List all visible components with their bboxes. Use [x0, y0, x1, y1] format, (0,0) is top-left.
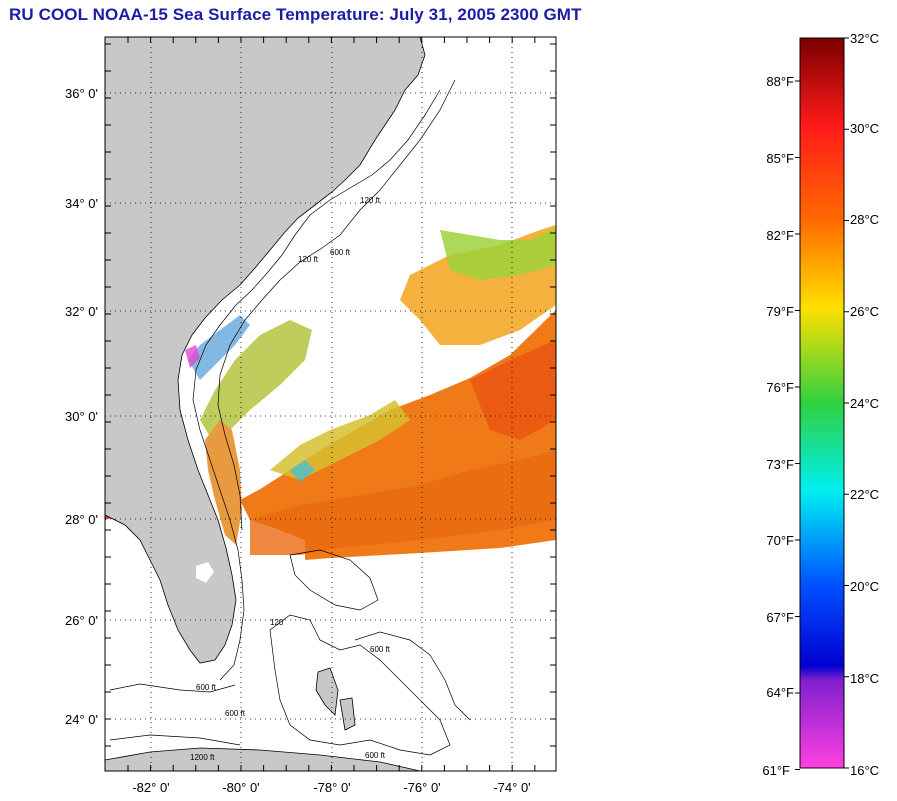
land-bahamas-small [339, 697, 356, 731]
lat-label: 32° 0' [65, 304, 98, 319]
isobath-label: 600 ft [196, 683, 217, 692]
celsius-label: 24°C [850, 396, 879, 411]
celsius-label: 28°C [850, 212, 879, 227]
lon-label: -74° 0' [493, 780, 530, 795]
fahrenheit-label: 70°F [766, 533, 794, 548]
land-cuba [105, 747, 421, 771]
celsius-label: 18°C [850, 671, 879, 686]
land-bahamas-andros [315, 667, 339, 716]
colorbar [799, 37, 845, 769]
isobath-label: 120 ft [360, 196, 381, 205]
sst-shelf-cool [188, 315, 250, 380]
lon-label: -80° 0' [222, 780, 259, 795]
lat-label: 26° 0' [65, 613, 98, 628]
celsius-label: 16°C [850, 763, 879, 778]
fahrenheit-label: 67°F [766, 610, 794, 625]
map-frame [104, 36, 557, 772]
land-southeast-us [105, 37, 426, 664]
sst-hot-core [470, 340, 556, 440]
fahrenheit-label: 88°F [766, 74, 794, 89]
sst-shelf-patch [200, 320, 312, 440]
colorbar-ticks [795, 37, 849, 770]
lon-label: -78° 0' [313, 780, 350, 795]
fahrenheit-label: 61°F [762, 763, 790, 778]
celsius-label: 20°C [850, 579, 879, 594]
sst-green-band [440, 228, 556, 280]
isobath-label: 120 [270, 618, 284, 627]
sst-cool-spot [290, 460, 315, 482]
celsius-label: 32°C [850, 31, 879, 46]
fahrenheit-label: 73°F [766, 457, 794, 472]
sst-nearshore-strip [205, 420, 242, 545]
isobath-label: 600 ft [330, 248, 351, 257]
celsius-label: 26°C [850, 304, 879, 319]
isobath-label: 1200 ft [190, 753, 215, 762]
lat-label: 34° 0' [65, 196, 98, 211]
sst-warm-band [250, 450, 556, 555]
celsius-label: 30°C [850, 121, 879, 136]
isobath-label: 600 ft [225, 709, 246, 718]
fahrenheit-label: 79°F [766, 304, 794, 319]
isobath-labels: 120 ft 600 ft 120 ft 600 ft 120 600 ft 6… [190, 196, 391, 762]
isobath-label: 120 ft [298, 255, 319, 264]
latitude-ticks [105, 43, 556, 747]
lon-label: -82° 0' [132, 780, 169, 795]
sst-magenta-patch [185, 345, 200, 368]
fahrenheit-label: 82°F [766, 228, 794, 243]
fahrenheit-label: 76°F [766, 380, 794, 395]
map-title: RU COOL NOAA-15 Sea Surface Temperature:… [9, 5, 582, 24]
isobath-label: 600 ft [370, 645, 391, 654]
fahrenheit-label: 85°F [766, 151, 794, 166]
lake-okeechobee [196, 562, 214, 583]
longitude-ticks [127, 37, 536, 771]
celsius-label: 22°C [850, 487, 879, 502]
fahrenheit-label: 64°F [766, 685, 794, 700]
lat-label: 24° 0' [65, 712, 98, 727]
lat-label: 28° 0' [65, 512, 98, 527]
isobath-label: 600 ft [365, 751, 386, 760]
graticule [105, 37, 556, 771]
lat-label: 30° 0' [65, 409, 98, 424]
isobath-contours [109, 79, 471, 756]
lon-label: -76° 0' [403, 780, 440, 795]
lat-label: 36° 0' [65, 86, 98, 101]
